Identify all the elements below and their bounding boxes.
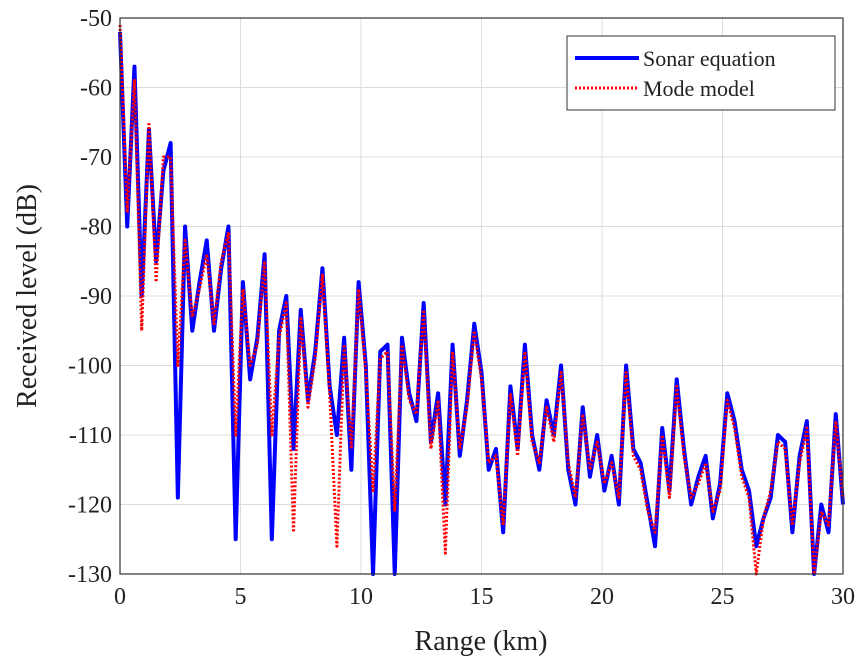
legend: Sonar equation Mode model: [566, 35, 836, 111]
x-tick-label: 15: [470, 584, 494, 610]
x-tick-label: 5: [235, 584, 247, 610]
y-tick-label: -100: [68, 354, 112, 380]
y-tick-label: -70: [80, 145, 112, 171]
x-tick-label: 0: [114, 584, 126, 610]
x-tick-label: 10: [349, 584, 373, 610]
legend-label: Sonar equation: [643, 46, 776, 71]
x-tick-label: 20: [590, 584, 614, 610]
x-tick-label: 25: [711, 584, 735, 610]
y-tick-label: -60: [80, 76, 112, 102]
y-tick-label: -120: [68, 493, 112, 519]
legend-box: [566, 35, 836, 111]
x-tick-label: 30: [831, 584, 855, 610]
y-tick-label: -110: [69, 423, 112, 449]
x-axis-label: Range (km): [415, 626, 548, 657]
y-tick-label: -80: [80, 215, 112, 241]
series-line: [118, 24, 845, 576]
plot-frame: [119, 17, 844, 575]
y-tick-label: -90: [80, 284, 112, 310]
y-axis-label: Received level (dB): [12, 184, 43, 408]
y-tick-label: -130: [68, 562, 112, 588]
y-tick-label: -50: [80, 6, 112, 32]
legend-label: Mode model: [643, 76, 755, 101]
